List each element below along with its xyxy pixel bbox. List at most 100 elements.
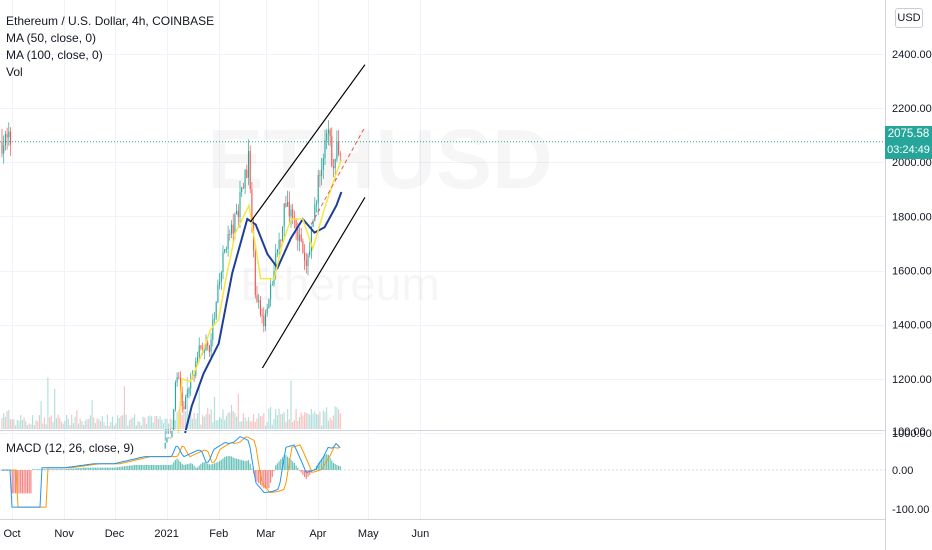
volume-bar <box>152 422 154 429</box>
time-axis[interactable]: Oct Nov Dec 2021 Feb Mar Apr May Jun <box>3 528 429 540</box>
macd-histogram-bar <box>254 470 256 479</box>
macd-histogram-bar <box>62 469 64 470</box>
macd-histogram-bar <box>79 467 81 470</box>
channel-mid-dashed-line[interactable] <box>310 126 366 225</box>
macd-histogram-bar <box>285 455 287 470</box>
candle-body <box>278 239 280 250</box>
volume-bar <box>224 419 226 429</box>
macd-histogram-bar <box>283 455 285 470</box>
candle-body <box>9 131 12 145</box>
volume-bar <box>196 413 199 429</box>
macd-legend[interactable]: MACD (12, 26, close, 9) <box>6 441 135 455</box>
candle-body <box>327 129 329 134</box>
volume-bar <box>321 425 323 429</box>
volume-bar <box>1 418 3 429</box>
candle-body <box>258 300 260 302</box>
volume-bar <box>322 410 324 429</box>
candle-body <box>300 234 302 242</box>
volume-bar <box>247 417 250 429</box>
macd-histogram-bar <box>49 469 51 470</box>
volume-bar <box>264 425 267 429</box>
macd-histogram-bar <box>26 470 29 494</box>
volume-bar <box>50 415 52 429</box>
channel-lower-line[interactable] <box>261 197 366 369</box>
volume-bar <box>122 415 124 429</box>
candle-body <box>302 241 304 253</box>
volume-bar <box>266 422 268 429</box>
macd-histogram-bar <box>89 467 91 470</box>
volume-bar <box>47 377 49 429</box>
macd-histogram-bar <box>338 465 340 470</box>
macd-histogram-bar <box>40 469 42 470</box>
macd-histogram-bar <box>35 469 37 470</box>
legend-ma50[interactable]: MA (50, close, 0) <box>6 31 97 45</box>
time-axis-label: Oct <box>3 528 20 540</box>
grid-lines <box>0 0 885 519</box>
macd-histogram-bar <box>276 463 278 470</box>
volume-bar <box>219 417 221 429</box>
volume-bar <box>132 417 134 429</box>
candle-body <box>263 315 265 327</box>
volume-bar <box>213 397 216 429</box>
volume-bar <box>8 409 10 429</box>
candle-body <box>173 409 175 431</box>
volume-bar <box>57 414 59 429</box>
macd-histogram-bar <box>304 470 306 478</box>
macd-axis-label: 100.00 <box>892 426 926 438</box>
legend-ma100[interactable]: MA (100, close, 0) <box>6 48 103 62</box>
volume-bar <box>45 424 47 429</box>
volume-bar <box>270 406 272 429</box>
volume-bar <box>275 409 277 429</box>
volume-bar <box>331 420 333 429</box>
macd-histogram-bar <box>190 463 192 470</box>
price-axis-label: 1800.00 <box>892 211 932 223</box>
macd-histogram-bar <box>103 467 105 470</box>
volume-bar <box>241 421 243 429</box>
macd-histogram-bar <box>237 459 239 470</box>
macd-histogram-bar <box>193 465 195 470</box>
volume-bar <box>188 418 190 429</box>
volume-bar <box>229 412 231 429</box>
macd-histogram-bar <box>83 467 85 470</box>
macd-histogram-bar <box>72 468 74 470</box>
macd-histogram-bar <box>293 463 295 470</box>
macd-axis[interactable]: 100.00 0.00 -100.00 <box>892 426 929 516</box>
volume-bar <box>142 416 144 429</box>
symbol-title[interactable]: Ethereum / U.S. Dollar, 4h, COINBASE <box>6 14 215 28</box>
macd-histogram-bar <box>118 466 120 470</box>
volume-bar <box>302 415 304 429</box>
candle-body <box>186 393 188 398</box>
macd-histogram-bar <box>195 467 197 470</box>
volume-bar <box>290 380 292 429</box>
macd-histogram-bar <box>174 459 176 470</box>
volume-bar <box>86 419 88 429</box>
volume-bar <box>234 413 236 429</box>
macd-histogram-bar <box>52 469 54 470</box>
macd-histogram-bar <box>300 470 302 473</box>
macd-histogram-bar <box>54 469 56 470</box>
macd-histogram-bar <box>322 457 324 470</box>
macd-histogram-bar <box>183 464 185 470</box>
macd-histogram-bar <box>319 461 321 470</box>
macd-histogram-bar <box>266 470 268 489</box>
volume-bar <box>128 420 131 429</box>
channel-upper-line[interactable] <box>250 64 366 223</box>
candle-body <box>171 430 173 438</box>
candle-body <box>249 150 251 190</box>
volume-bar <box>49 417 51 429</box>
volume-bar <box>134 414 136 429</box>
currency-button[interactable]: USD <box>895 8 923 28</box>
legend-volume[interactable]: Vol <box>6 65 23 79</box>
macd-histogram-bar <box>94 467 97 470</box>
price-axis[interactable]: 2400.00 2200.00 2000.00 1800.00 1600.00 1400.… <box>892 49 932 440</box>
macd-histogram-bar <box>45 469 47 470</box>
macd-histogram-bar <box>287 456 289 470</box>
volume-bar <box>317 414 319 429</box>
volume-bar <box>35 420 37 429</box>
volume-bar <box>300 412 302 429</box>
candle-body <box>181 392 183 407</box>
volume-bar <box>79 418 81 429</box>
macd-histogram-bar <box>251 468 253 470</box>
volume-bar <box>100 421 102 429</box>
